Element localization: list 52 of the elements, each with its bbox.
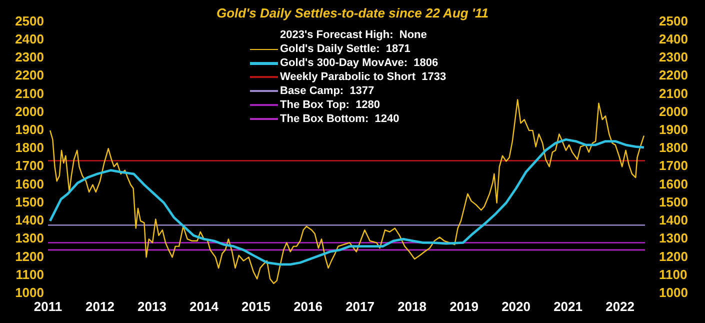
y-tick-label: 1600 (15, 176, 44, 192)
y2-tick-label: 1500 (659, 194, 688, 210)
y-tick-label: 1000 (15, 284, 44, 300)
x-tick-label: 2016 (294, 298, 322, 314)
y2-tick-label: 1900 (659, 122, 688, 138)
x-tick-label: 2021 (554, 298, 582, 314)
y2-tick-label: 1600 (659, 176, 688, 192)
x-tick-label: 2014 (190, 298, 220, 314)
y-tick-label: 2000 (15, 104, 44, 119)
x-tick-label: 2018 (398, 298, 426, 314)
y-tick-label: 1700 (15, 158, 44, 174)
y2-tick-label: 2400 (659, 31, 688, 46)
x-tick-label: 2019 (450, 298, 478, 314)
y2-tick-label: 2200 (659, 68, 688, 83)
y2-tick-label: 1200 (659, 248, 688, 264)
y2-tick-label: 1400 (659, 212, 688, 228)
y2-tick-label: 1300 (659, 230, 688, 246)
y2-tick-label: 1700 (659, 158, 688, 174)
y-tick-label: 2200 (15, 68, 44, 83)
x-tick-label: 2015 (242, 298, 270, 314)
x-tick-label: 2013 (138, 298, 166, 314)
legend-label: Gold's 300-Day MovAve: 1806 (280, 56, 438, 70)
y-tick-label: 2500 (15, 13, 44, 28)
y-tick-label: 1400 (15, 212, 44, 228)
legend-label: Gold's Daily Settle: 1871 (280, 42, 410, 56)
y2-tick-label: 1800 (659, 140, 688, 156)
x-tick-label: 2017 (346, 298, 374, 314)
y-tick-label: 2100 (15, 86, 44, 101)
x-tick-label: 2011 (34, 298, 62, 314)
legend-label: The Box Top: 1280 (280, 98, 380, 112)
chart-title: Gold's Daily Settles-to-date since 22 Aug '11 (216, 6, 489, 21)
y-tick-label: 1800 (15, 140, 44, 156)
y2-tick-label: 1000 (659, 284, 688, 300)
x-tick-label: 2012 (86, 298, 114, 314)
y-tick-label: 1100 (16, 266, 44, 282)
legend-label: Weekly Parabolic to Short 1733 (280, 70, 446, 84)
x-tick-label: 2022 (606, 298, 634, 314)
y-tick-label: 1900 (15, 122, 44, 138)
legend-label: Base Camp: 1377 (280, 84, 374, 98)
y-tick-label: 1300 (15, 230, 44, 246)
legend-label: The Box Bottom: 1240 (280, 112, 400, 126)
y-tick-label: 1200 (15, 248, 44, 264)
y-tick-label: 2300 (15, 50, 44, 65)
y2-tick-label: 2300 (659, 50, 688, 65)
y2-tick-label: 2000 (659, 104, 688, 119)
y-tick-label: 2400 (15, 31, 44, 46)
y-tick-label: 1500 (15, 194, 44, 210)
y2-tick-label: 2500 (659, 13, 688, 28)
y2-tick-label: 2100 (659, 86, 688, 101)
annotation: 2023's Forecast High: None (280, 28, 427, 42)
x-tick-label: 2020 (502, 298, 530, 314)
y2-tick-label: 1100 (659, 266, 688, 282)
